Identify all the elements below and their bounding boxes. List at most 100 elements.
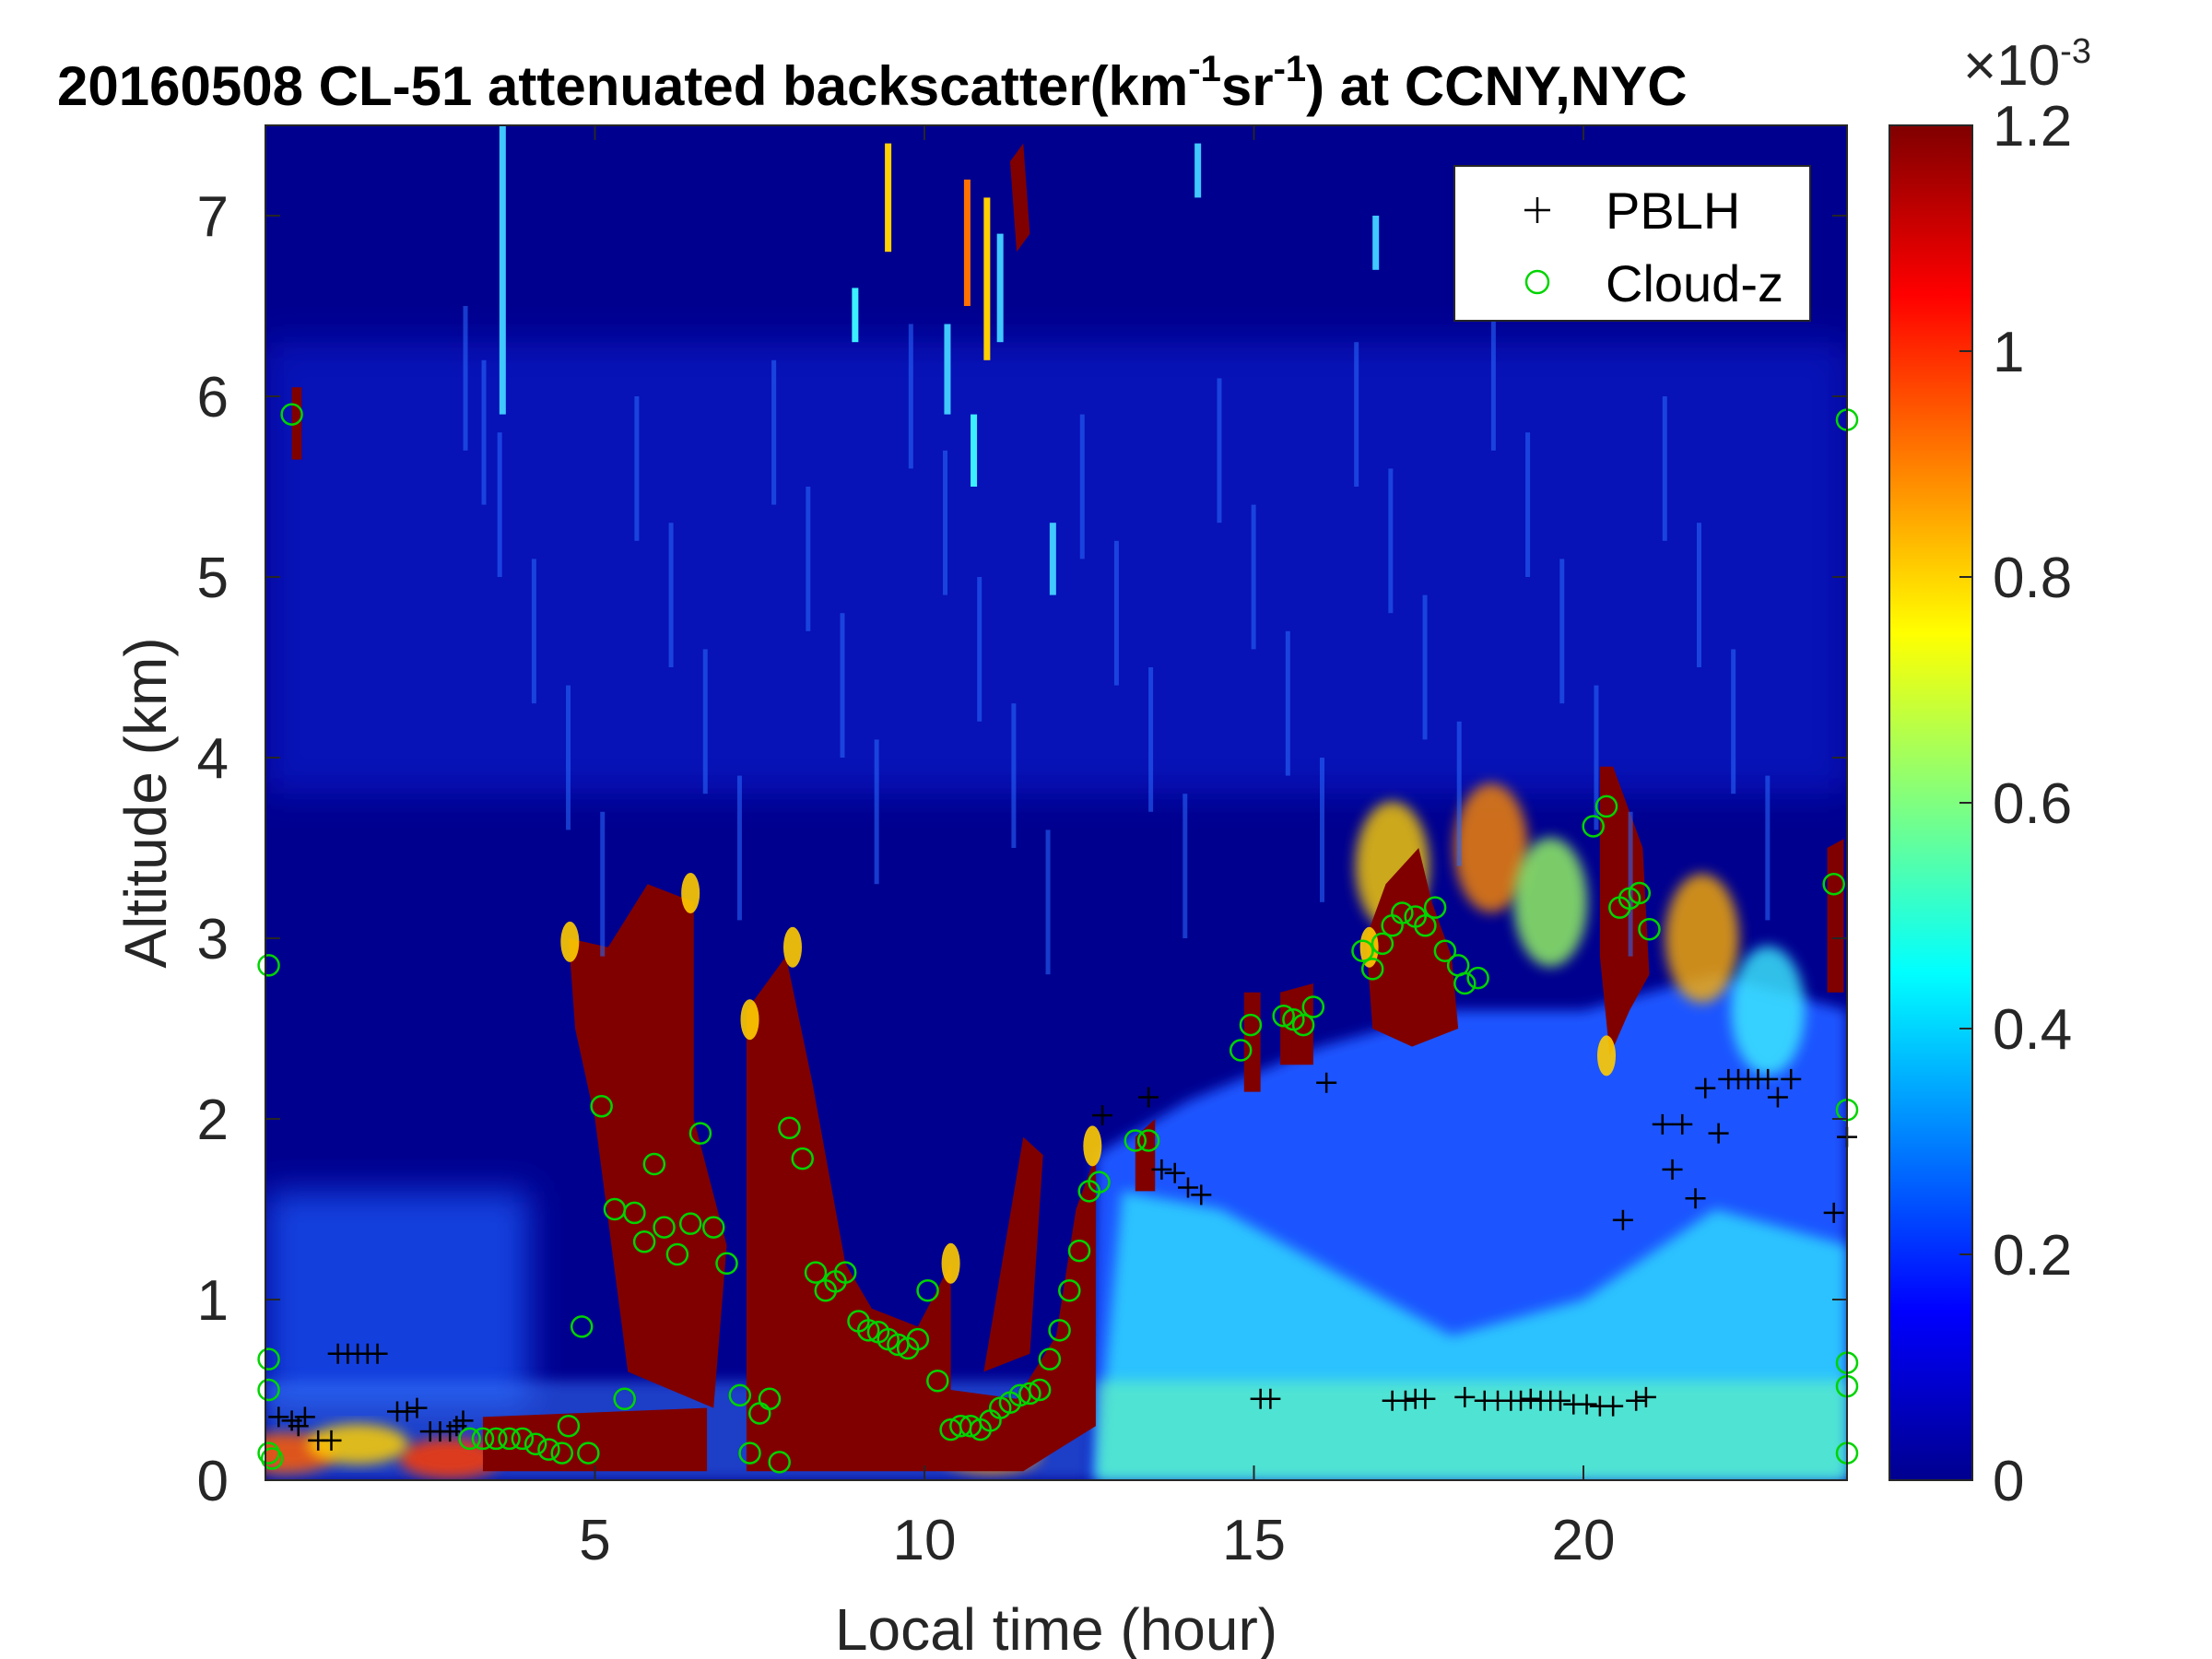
cloud-z-point: [916, 1278, 939, 1302]
y-tick-label: 2: [197, 1088, 229, 1152]
backscatter-column: [1011, 703, 1017, 848]
pblh-point: [1662, 1159, 1683, 1180]
backscatter-column: [600, 811, 606, 957]
cloud-z-point: [537, 1438, 560, 1461]
cloud-z-point: [280, 403, 303, 426]
backscatter-column: [634, 396, 640, 541]
backscatter-column: [481, 359, 487, 505]
pblh-point: [406, 1397, 428, 1418]
backscatter-column: [1696, 523, 1701, 667]
cloud-z-point: [1239, 1013, 1263, 1037]
virga-streak: [983, 197, 991, 360]
colorbar-tick-label: 1.2: [1993, 95, 2072, 159]
pblh-point: [1758, 1068, 1779, 1089]
cloud-z-point: [1391, 901, 1414, 924]
x-tick-label: 20: [1552, 1509, 1616, 1572]
near-surface-layer: [1095, 1381, 1847, 1480]
virga-streak: [996, 233, 1004, 343]
legend-label-pblh: PBLH: [1606, 182, 1740, 240]
backscatter-column: [840, 613, 845, 758]
cloud-z-point: [550, 1441, 573, 1465]
cloud-z-point: [570, 1315, 594, 1338]
cloud-z-point: [1038, 1347, 1062, 1371]
cloud-edge: [783, 926, 802, 968]
residual-layer-blob: [1731, 946, 1806, 1076]
pblh-point: [1178, 1177, 1198, 1198]
pblh-point: [1612, 1209, 1633, 1230]
marker-layer: [257, 403, 1859, 1474]
y-tick-label: 6: [197, 366, 229, 429]
backscatter-column: [1251, 504, 1256, 650]
virga-streak: [852, 288, 859, 343]
cloud-z-point: [768, 1451, 791, 1474]
cloud-z-point: [524, 1432, 547, 1456]
pblh-point: [1151, 1159, 1172, 1180]
pblh-point: [1415, 1388, 1436, 1409]
cloud-z-point: [257, 1347, 280, 1371]
pblh-point: [1685, 1188, 1706, 1209]
backscatter-column: [1045, 830, 1051, 975]
cloud-edge: [941, 1242, 960, 1284]
cloud-region: [746, 956, 1096, 1472]
pblh-point: [453, 1410, 474, 1431]
cloud-z-point: [1136, 1129, 1160, 1152]
cloud-z-point: [665, 1242, 689, 1266]
backscatter-column: [1388, 468, 1394, 614]
y-axis-label: Altitude (km): [112, 637, 179, 968]
cloud-edge: [1083, 1125, 1102, 1167]
colorbar-gradient: [1888, 124, 1973, 1481]
backscatter-column: [1320, 758, 1324, 902]
cloud-z-point: [1371, 932, 1394, 956]
colorbar-tick-label: 0.6: [1993, 772, 2072, 836]
x-axis: 5 10 15 20: [579, 125, 1615, 1572]
cloud-z-point: [642, 1152, 666, 1176]
cloud-z-point: [1291, 1013, 1315, 1037]
backscatter-column: [463, 306, 468, 451]
pblh-point: [396, 1401, 418, 1422]
cloud-z-point: [678, 1212, 702, 1235]
pblh-point: [1708, 1123, 1729, 1144]
cloud-z-point: [485, 1427, 508, 1451]
cloud-edge: [560, 921, 580, 962]
virga-streak: [1049, 523, 1056, 595]
cloud-z-point: [1466, 966, 1489, 990]
x-tick-label: 15: [1222, 1509, 1286, 1572]
surface-hotspot: [307, 1423, 409, 1465]
pblh-point: [1576, 1394, 1597, 1415]
pblh-point: [1191, 1184, 1212, 1206]
cloud-region: [1827, 839, 1844, 993]
cloud-z-point: [701, 1216, 725, 1239]
pblh-point: [1394, 1390, 1416, 1411]
cloud-z-point: [471, 1427, 495, 1451]
backscatter-column: [1662, 396, 1667, 541]
pblh-point: [1511, 1390, 1532, 1411]
cloud-z-point: [1628, 881, 1652, 905]
backscatter-column: [668, 523, 674, 667]
pblh-point: [1138, 1087, 1159, 1108]
legend-circle-marker: [1524, 269, 1550, 295]
residual-layer-blob: [1665, 874, 1739, 1003]
cloud-z-point: [833, 1261, 857, 1284]
cloud-z-point: [1048, 1319, 1071, 1342]
cloud-z-point: [632, 1230, 656, 1253]
backscatter-column: [497, 432, 502, 577]
backscatter-column: [806, 487, 811, 631]
backscatter-column: [1456, 721, 1462, 866]
backscatter-column: [1731, 649, 1736, 794]
colorbar-exponent: ×10-3: [1963, 32, 2091, 98]
pblh-point: [294, 1406, 315, 1428]
cloud-z-point: [715, 1252, 738, 1276]
backscatter-column: [908, 324, 913, 469]
cloud-z-point: [1414, 914, 1437, 937]
cloud-z-point: [557, 1414, 581, 1438]
legend-label-cloud-z: Cloud-z: [1606, 254, 1783, 312]
y-tick-label: 4: [197, 727, 229, 791]
cloud-z-point: [577, 1441, 600, 1465]
cloud-z-point: [623, 1201, 646, 1225]
cloud-z-point: [1433, 939, 1457, 962]
cloud-z-point: [926, 1369, 949, 1393]
backscatter-column: [1217, 378, 1222, 524]
y-tick-label: 0: [197, 1450, 229, 1513]
pblh-point: [1454, 1386, 1476, 1407]
